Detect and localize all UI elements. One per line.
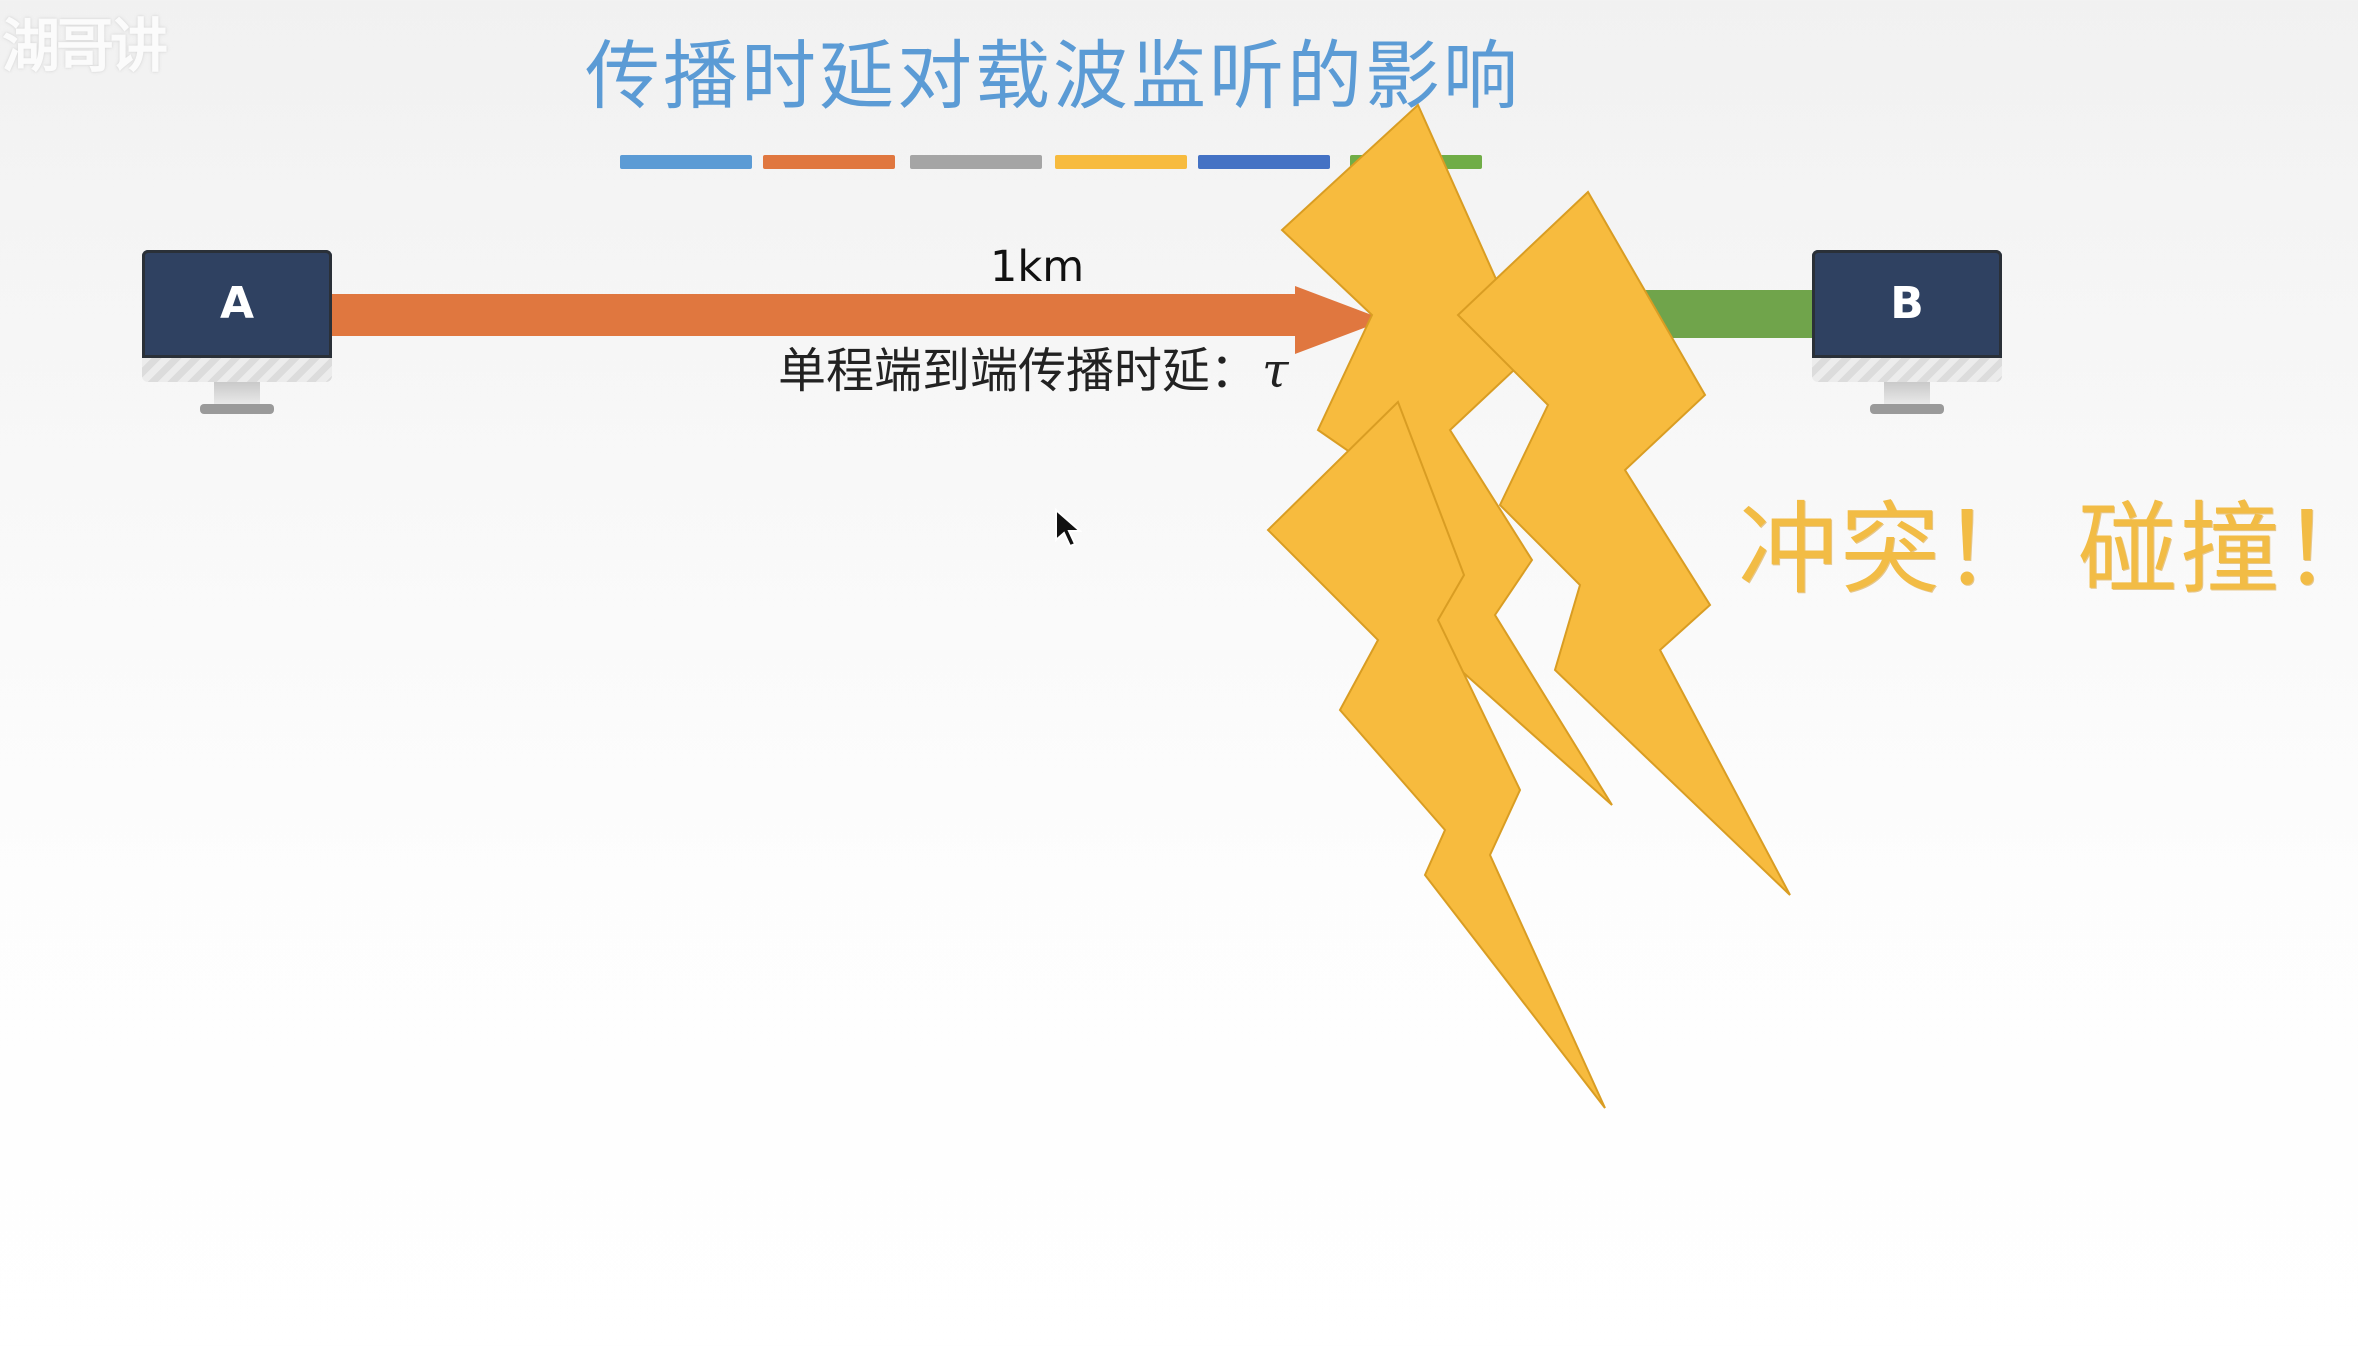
lightning-bolt-back — [1280, 103, 1613, 806]
computer-b-foot — [1870, 404, 1944, 414]
lightning-bolt-front — [1266, 400, 1606, 1109]
collision-text: 冲突！ 碰撞！ — [1738, 491, 2358, 608]
computer-a: A — [142, 250, 332, 418]
distance-label: 1km — [990, 242, 1085, 292]
propagation-delay-text: 单程端到端传播时延： — [778, 343, 1259, 399]
watermark: 湖哥讲 — [2, 12, 168, 80]
propagation-delay-label: 单程端到端传播时延：τ — [778, 338, 1338, 404]
computer-a-screen: A — [142, 250, 332, 358]
mouse-pointer-icon — [1055, 508, 1082, 548]
title-stripe-1 — [620, 155, 752, 169]
computer-b: B — [1812, 250, 2002, 418]
computer-a-foot — [200, 404, 274, 414]
computer-b-stand — [1884, 382, 1930, 408]
computer-b-screen: B — [1812, 250, 2002, 358]
title-stripe-3 — [910, 155, 1042, 169]
computer-b-bezel — [1812, 358, 2002, 382]
tau-symbol: τ — [1262, 343, 1289, 399]
title-stripe-2 — [763, 155, 895, 169]
computer-a-bezel — [142, 358, 332, 382]
title-stripe-4 — [1055, 155, 1187, 169]
computer-a-stand — [214, 382, 260, 408]
orange-signal-arrow-shape — [325, 286, 1385, 354]
lightning-bolt-right — [1456, 190, 1791, 896]
page-title: 传播时延对载波监听的影响 — [585, 32, 1522, 120]
title-stripe-5 — [1198, 155, 1330, 169]
orange-signal-arrow — [325, 286, 1385, 354]
